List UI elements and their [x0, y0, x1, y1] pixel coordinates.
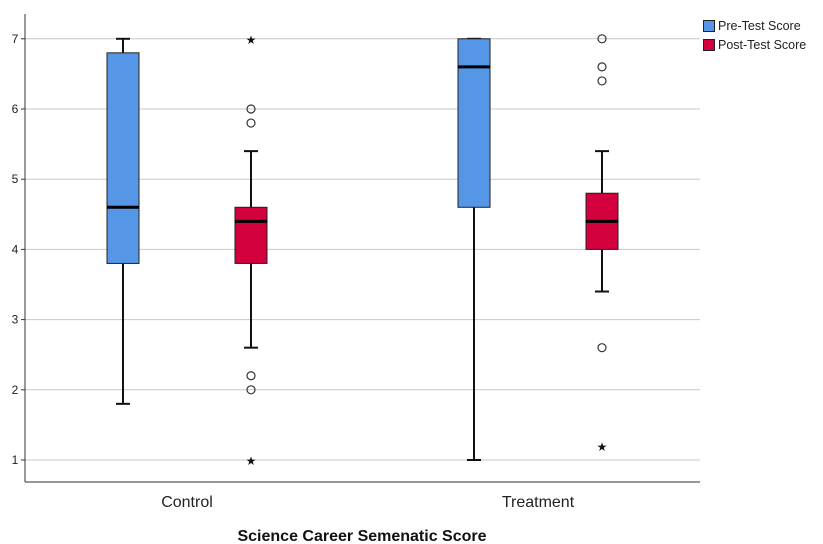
box-post-test-score-treatment: ★: [585, 34, 619, 454]
y-tick-label: 4: [12, 242, 19, 256]
y-tick-label: 2: [12, 383, 19, 397]
legend-label-pre-test: Pre-Test Score: [718, 18, 801, 33]
outlier-point: [246, 371, 256, 381]
box-body: [457, 38, 491, 208]
x-axis-categories: Control Treatment: [161, 494, 575, 511]
outlier-point: [597, 76, 607, 86]
outlier-point: [597, 34, 607, 44]
outlier-point: [246, 118, 256, 128]
legend-item-pre-test: Pre-Test Score: [703, 16, 806, 35]
box-pre-test-score-control: [106, 37, 140, 405]
y-axis-ticks: 1 2 3 4 5 6 7: [12, 32, 25, 467]
x-category-label: Control: [161, 494, 213, 511]
box-pre-test-score-treatment: [457, 37, 491, 461]
box-body: [234, 206, 268, 264]
extreme-point: ★: [597, 440, 608, 454]
extreme-point: ★: [246, 33, 257, 47]
legend-swatch-pre-test: [703, 19, 715, 32]
y-tick-label: 3: [12, 313, 19, 327]
x-category-label: Treatment: [502, 494, 575, 511]
x-axis-title: Science Career Semenatic Score: [237, 528, 486, 544]
legend-item-post-test: Post-Test Score: [703, 35, 806, 54]
outlier-point: [597, 343, 607, 353]
extreme-point: ★: [246, 454, 257, 468]
y-tick-label: 6: [12, 102, 19, 116]
box-post-test-score-control: ★★: [234, 33, 268, 468]
outlier-point: [597, 62, 607, 72]
legend: Pre-Test Score Post-Test Score: [703, 16, 806, 54]
outlier-point: [246, 385, 256, 395]
y-tick-label: 1: [12, 453, 19, 467]
box-body: [106, 52, 140, 264]
y-tick-label: 7: [12, 32, 19, 46]
y-tick-label: 5: [12, 172, 19, 186]
legend-swatch-post-test: [703, 38, 715, 51]
outlier-point: [246, 104, 256, 114]
box-plots: ★★★: [106, 33, 619, 468]
legend-label-post-test: Post-Test Score: [718, 37, 807, 52]
